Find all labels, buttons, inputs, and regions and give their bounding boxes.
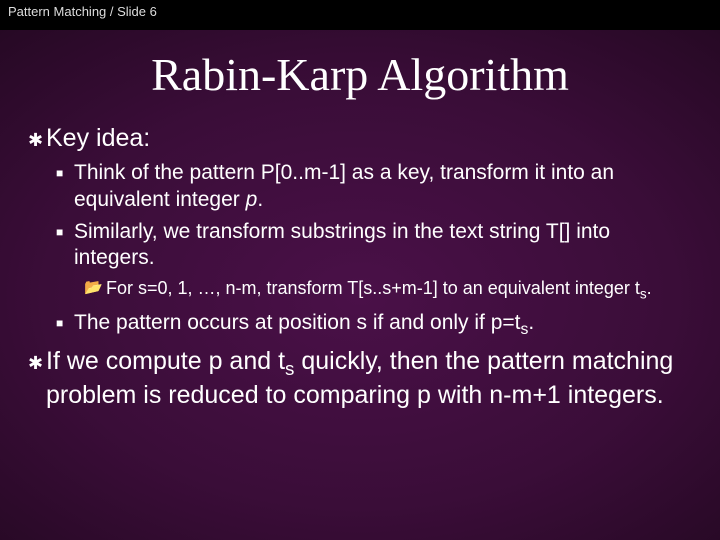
text-post: .: [257, 188, 263, 211]
bullet-pattern-occurs: ■ The pattern occurs at position s if an…: [28, 310, 692, 340]
bullet-think-pattern: ■ Think of the pattern P[0..m-1] as a ke…: [28, 160, 692, 213]
bullet-key-idea: ✱ Key idea:: [28, 123, 692, 154]
bullet-similarly-transform: ■ Similarly, we transform substrings in …: [28, 219, 692, 272]
folder-icon: 📂: [84, 277, 106, 298]
breadcrumb-text: Pattern Matching / Slide 6: [8, 4, 157, 19]
square-icon: ■: [56, 219, 74, 240]
bullet-if-we-compute: ✱ If we compute p and ts quickly, then t…: [28, 346, 692, 412]
bullet-text: If we compute p and ts quickly, then the…: [46, 346, 692, 412]
square-icon: ■: [56, 310, 74, 331]
bullet-text: For s=0, 1, …, n-m, transform T[s..s+m-1…: [106, 277, 692, 303]
bullet-text: Similarly, we transform substrings in th…: [74, 219, 692, 272]
text-pre: Think of the pattern P[0..m-1] as a key,…: [74, 161, 614, 210]
bullet-text: Think of the pattern P[0..m-1] as a key,…: [74, 160, 692, 213]
star-icon: ✱: [28, 346, 46, 375]
bullet-text: Key idea:: [46, 123, 692, 154]
text-post: .: [647, 278, 652, 298]
text-post: .: [528, 311, 534, 334]
text-italic-p: p: [246, 188, 258, 211]
text-pre: If we compute p and t: [46, 347, 285, 375]
subscript-s: s: [640, 287, 647, 302]
subscript-s: s: [285, 358, 294, 379]
slide-body: ✱ Key idea: ■ Think of the pattern P[0..…: [0, 123, 720, 411]
text-bold-lead: Key: [46, 124, 89, 152]
text-pre: For s=0, 1, …, n-m, transform T[s..s+m-1…: [106, 278, 640, 298]
bullet-text: The pattern occurs at position s if and …: [74, 310, 692, 340]
breadcrumb: Pattern Matching / Slide 6: [0, 0, 720, 30]
square-icon: ■: [56, 160, 74, 181]
star-icon: ✱: [28, 123, 46, 152]
page-title: Rabin-Karp Algorithm: [0, 48, 720, 101]
text-rest: idea:: [89, 124, 150, 152]
bullet-for-s: 📂 For s=0, 1, …, n-m, transform T[s..s+m…: [28, 277, 692, 303]
text-pre: The pattern occurs at position s if and …: [74, 311, 521, 334]
